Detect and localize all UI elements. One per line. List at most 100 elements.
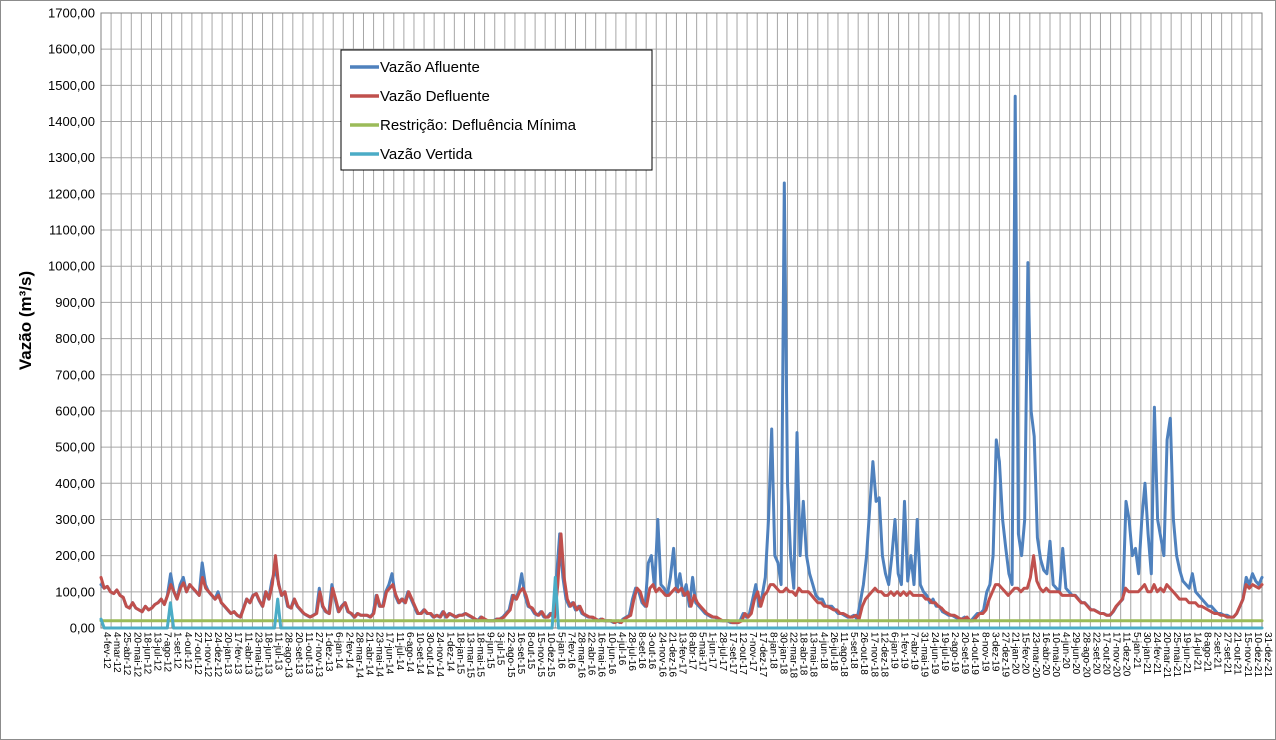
x-tick-label: 3-out-16 xyxy=(646,632,657,670)
x-tick-label: 15-nov-15 xyxy=(535,632,546,677)
x-tick-label: 21-out-21 xyxy=(1232,632,1243,675)
x-tick-label: 5-set-18 xyxy=(848,632,859,669)
x-tick-label: 31-mai-19 xyxy=(919,632,930,677)
x-tick-label: 28-jul-16 xyxy=(626,632,637,671)
x-tick-label: 4-mar-12 xyxy=(111,632,122,673)
x-tick-label: 20-mai-12 xyxy=(131,632,142,677)
x-tick-label: 6-jan-14 xyxy=(333,632,344,669)
x-tick-label: 14-out-19 xyxy=(969,632,980,675)
x-tick-label: 6-ago-14 xyxy=(404,632,415,672)
y-tick-label: 1400,00 xyxy=(48,114,95,129)
x-tick-label: 28-mar-14 xyxy=(353,632,364,679)
x-tick-label: 27-out-12 xyxy=(192,632,203,675)
x-tick-label: 18-mai-15 xyxy=(475,632,486,677)
x-tick-label: 3-jul-15 xyxy=(495,632,506,666)
x-tick-label: 19-jul-19 xyxy=(939,632,950,671)
x-tick-label: 4-jun-20 xyxy=(1060,632,1071,669)
x-tick-label: 20-set-19 xyxy=(959,632,970,675)
x-tick-label: 21-dez-16 xyxy=(666,632,677,677)
y-tick-label: 400,00 xyxy=(55,476,95,491)
y-tick-label: 700,00 xyxy=(55,367,95,382)
x-tick-label: 30-out-14 xyxy=(424,632,435,675)
x-tick-label: 17-dez-17 xyxy=(757,632,768,677)
x-tick-label: 29-jun-20 xyxy=(1070,632,1081,675)
x-tick-label: 8-set-16 xyxy=(636,632,647,669)
legend-label: Restrição: Defluência Mínima xyxy=(380,117,577,134)
legend: Vazão Afluente Vazão Defluente Restrição: … xyxy=(340,49,653,171)
x-tick-label: 1-fev-19 xyxy=(899,632,910,669)
x-tick-label: 1-dez-14 xyxy=(444,632,455,672)
x-tick-label: 30-jan-18 xyxy=(777,632,788,675)
y-tick-label: 900,00 xyxy=(55,295,95,310)
x-tick-label: 8-out-15 xyxy=(525,632,536,670)
x-tick-label: 17-jun-14 xyxy=(384,632,395,675)
x-tick-label: 10-dez-15 xyxy=(545,632,556,677)
x-tick-label: 8-abr-17 xyxy=(687,632,698,670)
x-tick-label: 17-fev-13 xyxy=(232,632,243,675)
y-tick-label: 100,00 xyxy=(55,584,95,599)
x-tick-label: 5-jan-21 xyxy=(1131,632,1142,669)
x-tick-label: 22-mar-18 xyxy=(788,632,799,679)
x-tick-label: 4-jul-16 xyxy=(616,632,627,666)
x-tick-label: 23-mai-14 xyxy=(374,632,385,677)
x-tick-label: 8-ago-21 xyxy=(1201,632,1212,672)
x-tick-label: 16-abr-20 xyxy=(1040,632,1051,676)
x-tick-label: 25-mai-21 xyxy=(1171,632,1182,677)
y-tick-label: 1100,00 xyxy=(49,223,95,238)
y-tick-label: 300,00 xyxy=(55,512,95,527)
x-tick-label: 7-ago-12 xyxy=(162,632,173,672)
x-tick-label: 17-nov-20 xyxy=(1111,632,1122,677)
x-tick-label: 18-abr-18 xyxy=(798,632,809,676)
x-tick-label: 17-set-17 xyxy=(727,632,738,675)
legend-box xyxy=(340,49,653,171)
x-tick-label: 11-ago-18 xyxy=(838,632,849,677)
x-tick-label: 15-fev-20 xyxy=(1020,632,1031,675)
x-tick-label: 12-out-17 xyxy=(737,632,748,675)
x-tick-label: 1-set-12 xyxy=(172,632,183,669)
x-tick-label: 10-jun-16 xyxy=(606,632,617,675)
y-tick-label: 0,00 xyxy=(70,621,95,636)
x-tick-label: 24-nov-16 xyxy=(656,632,667,677)
x-tick-label: 20-set-13 xyxy=(293,632,304,675)
x-tick-label: 24-jun-19 xyxy=(929,632,940,675)
y-tick-label: 1600,00 xyxy=(48,42,95,57)
legend-label: Vazão Defluente xyxy=(380,88,490,105)
x-tick-label: 18-jun-13 xyxy=(263,632,274,675)
x-tick-label: 7-nov-17 xyxy=(747,632,758,672)
x-tick-label: 24-nov-14 xyxy=(434,632,445,677)
y-tick-label: 200,00 xyxy=(55,548,95,563)
x-tick-label: 1-jun-17 xyxy=(707,632,718,669)
x-tick-label: 8-nov-19 xyxy=(979,632,990,672)
y-axis-title: Vazão (m³/s) xyxy=(16,271,35,370)
x-tick-label: 3-dez-19 xyxy=(989,632,1000,672)
x-tick-label: 11-jul-14 xyxy=(394,632,405,671)
y-tick-label: 1000,00 xyxy=(48,259,95,274)
x-tick-label: 16-mai-16 xyxy=(596,632,607,677)
x-tick-label: 10-set-14 xyxy=(414,632,425,675)
series-line-vazao-vertida xyxy=(99,575,1264,630)
x-tick-label: 27-set-21 xyxy=(1222,632,1233,675)
x-tick-label: 26-out-18 xyxy=(858,632,869,675)
x-tick-label: 13-mar-15 xyxy=(464,632,475,679)
x-tick-label: 6-jan-19 xyxy=(888,632,899,669)
y-tick-label: 500,00 xyxy=(55,440,95,455)
legend-label: Vazão Afluente xyxy=(380,59,480,76)
x-tick-label: 26-jul-18 xyxy=(828,632,839,671)
x-tick-label: 11-out-13 xyxy=(303,632,314,675)
x-tick-label: 28-ago-20 xyxy=(1080,632,1091,678)
x-tick-label: 31-dez-21 xyxy=(1262,632,1273,677)
y-tick-label: 1500,00 xyxy=(48,78,95,93)
x-tick-label: 19-jun-21 xyxy=(1181,632,1192,675)
y-axis-ticks: 0,00 100,00 200,00 300,00 400,00 500,00 600,00… xyxy=(48,6,95,636)
y-tick-label: 1300,00 xyxy=(48,150,95,165)
x-tick-label: 2-fev-14 xyxy=(343,632,354,669)
x-tick-label: 5-jan-16 xyxy=(555,632,566,669)
x-tick-label: 15-nov-21 xyxy=(1242,632,1253,677)
x-tick-label: 13-fev-17 xyxy=(676,632,687,675)
x-tick-label: 20-jan-13 xyxy=(222,632,233,675)
x-tick-label: 4-out-12 xyxy=(182,632,193,670)
x-tick-label: 8-jan-18 xyxy=(767,632,778,669)
x-tick-label: 17-out-20 xyxy=(1100,632,1111,675)
y-tick-label: 800,00 xyxy=(55,331,95,346)
